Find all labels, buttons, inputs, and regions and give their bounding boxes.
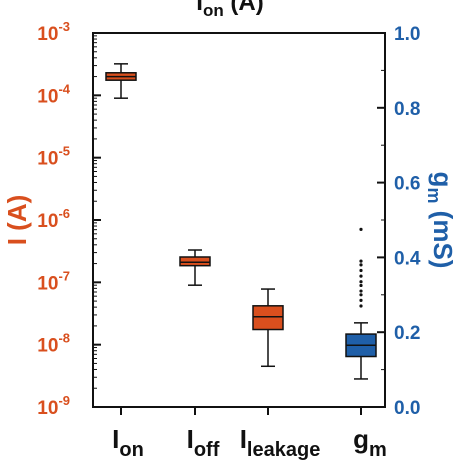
box-g_m — [345, 227, 377, 380]
box-iqr — [179, 256, 211, 267]
chart-title-sub: on — [203, 1, 224, 20]
box-I_leakage — [252, 288, 284, 368]
outlier-point — [359, 304, 363, 308]
outlier-point — [359, 227, 363, 231]
chart-title-unit: (A) — [224, 0, 264, 16]
right-tick-label: 0.6 — [394, 174, 420, 195]
x-category-label: gm — [353, 424, 387, 461]
right-tick-label: 0.2 — [394, 323, 420, 344]
right-axis-label-unit: (mS) — [428, 203, 458, 268]
outlier-point — [359, 298, 363, 303]
outlier-point — [359, 274, 363, 278]
outlier-point — [359, 283, 363, 288]
left-tick-label: 10-9 — [37, 393, 70, 419]
outlier-point — [359, 289, 363, 293]
left-tick-label: 10-8 — [37, 331, 70, 357]
x-category-label: Ileakage — [240, 424, 321, 461]
left-axis: 10-3 10-4 10-5 10-6 10-7 10-8 10-9 — [37, 19, 101, 419]
outlier-point — [359, 259, 363, 263]
right-tick-label: 1.0 — [394, 24, 420, 45]
right-axis-label: gm (mS) — [424, 172, 458, 269]
plot-frame — [92, 32, 386, 408]
box-I_on — [105, 63, 137, 99]
box-iqr — [252, 305, 284, 331]
outlier-point — [359, 280, 363, 284]
right-tick-label: 0.8 — [394, 99, 420, 120]
left-tick-label: 10-5 — [37, 144, 70, 170]
chart-title: Ion (A) — [196, 0, 263, 20]
x-category-label: Ioff — [187, 424, 220, 461]
boxes-layer — [105, 63, 377, 380]
left-axis-label: I (A) — [2, 195, 32, 246]
chart-title-main: I — [196, 0, 203, 16]
right-tick-label: 0.0 — [394, 398, 420, 419]
box-I_off — [179, 249, 211, 286]
right-axis: 0.0 0.2 0.4 0.6 0.8 1.0 — [377, 24, 421, 419]
left-tick-label: 10-4 — [37, 81, 70, 107]
left-tick-label: 10-6 — [37, 206, 70, 232]
left-tick-label: 10-3 — [37, 19, 70, 45]
x-category-label: Ion — [112, 424, 144, 461]
right-tick-label: 0.4 — [394, 248, 421, 269]
outlier-point — [359, 268, 363, 273]
right-axis-label-sub: m — [424, 187, 444, 203]
right-axis-label-main: g — [428, 172, 458, 188]
outlier-point — [359, 263, 363, 267]
outlier-point — [359, 293, 363, 297]
left-tick-label: 10-7 — [37, 268, 70, 294]
x-axis-categories: Ion Ioff Ileakage gm — [112, 407, 387, 461]
